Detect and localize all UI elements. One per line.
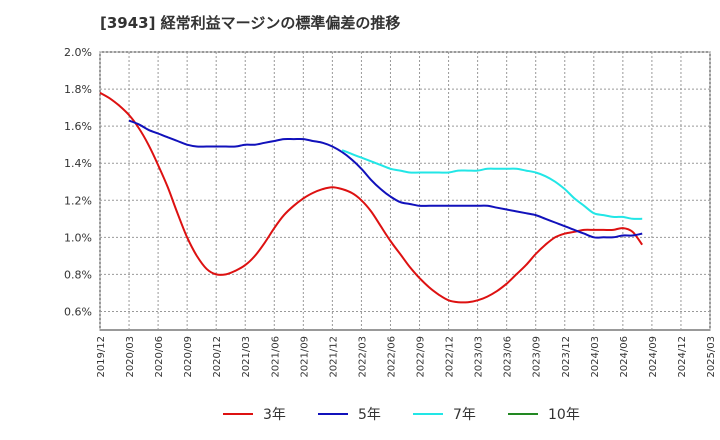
x-tick-label: 2023/09	[532, 336, 543, 378]
x-tick-label: 2025/03	[706, 336, 717, 378]
x-tick-label: 2023/03	[474, 336, 485, 378]
y-tick-label: 0.6%	[64, 305, 92, 318]
x-tick-label: 2021/06	[270, 336, 281, 378]
x-tick-label: 2022/09	[416, 336, 427, 378]
y-tick-label: 1.0%	[64, 231, 92, 244]
x-tick-label: 2024/09	[648, 336, 659, 378]
plot-area	[99, 51, 711, 331]
x-tick-label: 2021/09	[299, 336, 310, 378]
x-tick-label: 2021/12	[328, 336, 339, 378]
x-tick-label: 2020/03	[125, 336, 136, 378]
series-line-2	[341, 149, 643, 220]
x-tick-label: 2022/12	[445, 336, 456, 378]
x-tick-label: 2019/12	[96, 336, 107, 378]
y-tick-label: 1.6%	[64, 120, 92, 133]
x-tick-label: 2024/06	[619, 336, 630, 378]
x-tick-label: 2023/06	[503, 336, 514, 378]
x-tick-label: 2020/12	[212, 336, 223, 378]
x-tick-label: 2020/06	[154, 336, 165, 378]
legend-label: 10年	[548, 407, 580, 423]
x-tick-label: 2021/03	[241, 336, 252, 378]
series-line-1	[128, 119, 643, 239]
x-tick-label: 2022/06	[386, 336, 397, 378]
chart-title: [3943] 経常利益マージンの標準偏差の推移	[100, 14, 401, 32]
y-tick-label: 1.4%	[64, 157, 92, 170]
legend-label: 7年	[453, 407, 476, 423]
y-tick-label: 0.8%	[64, 268, 92, 281]
series-line-0	[99, 91, 644, 304]
legend-label: 3年	[263, 407, 286, 423]
x-tick-label: 2023/12	[561, 336, 572, 378]
x-tick-label: 2022/03	[357, 336, 368, 378]
legend-label: 5年	[358, 407, 381, 423]
y-tick-label: 2.0%	[64, 46, 92, 59]
x-tick-label: 2020/09	[183, 336, 194, 378]
y-tick-label: 1.8%	[64, 83, 92, 96]
x-tick-label: 2024/03	[590, 336, 601, 378]
y-tick-label: 1.2%	[64, 194, 92, 207]
x-tick-label: 2024/12	[677, 336, 688, 378]
